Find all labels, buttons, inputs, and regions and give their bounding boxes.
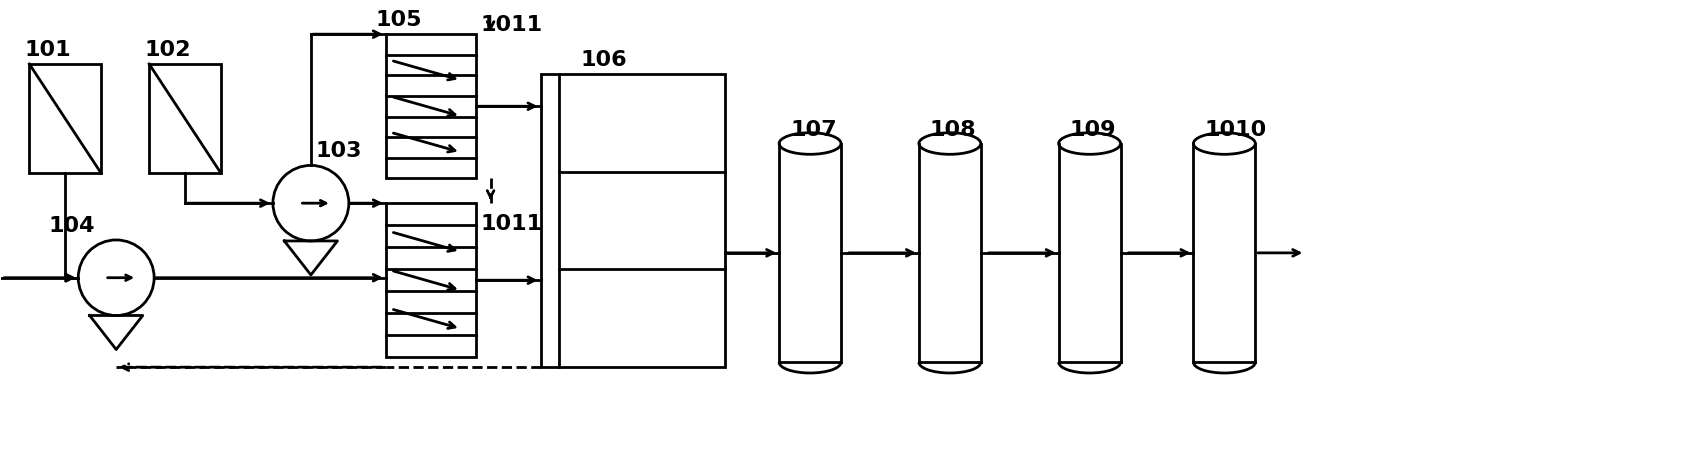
Text: 107: 107 — [789, 119, 837, 139]
Text: 1010: 1010 — [1204, 119, 1267, 139]
Text: 108: 108 — [930, 119, 976, 139]
Text: 104: 104 — [48, 215, 95, 236]
Text: 109: 109 — [1070, 119, 1116, 139]
Bar — [150, 65, 221, 174]
Text: 1011: 1011 — [481, 213, 543, 233]
Text: 103: 103 — [316, 141, 362, 161]
Text: 106: 106 — [580, 50, 628, 70]
Text: 1011: 1011 — [481, 15, 543, 35]
Bar — [386, 204, 476, 357]
Text: 101: 101 — [24, 40, 71, 60]
Bar — [29, 65, 102, 174]
Text: 102: 102 — [145, 40, 191, 60]
Bar — [541, 75, 725, 367]
Bar — [386, 35, 476, 179]
Text: 105: 105 — [376, 10, 422, 30]
